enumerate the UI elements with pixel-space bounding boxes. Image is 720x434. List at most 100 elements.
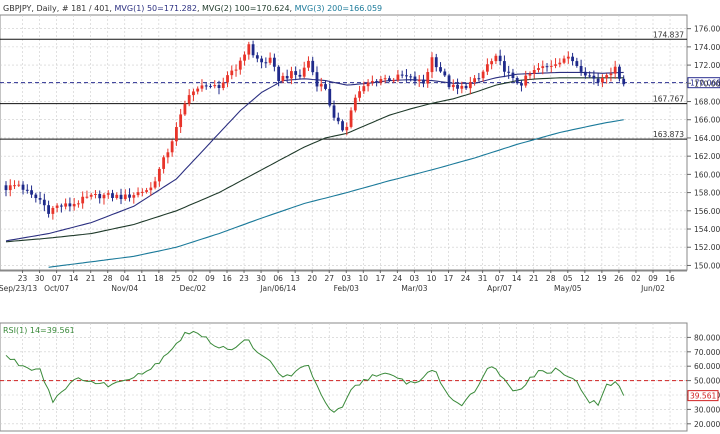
x-tick-label: 04 xyxy=(120,274,130,283)
candle-body xyxy=(153,181,157,188)
candle-body xyxy=(204,85,208,87)
x-tick-label: 30 xyxy=(256,274,266,283)
rsi-tick-label: 70.000 xyxy=(694,348,720,357)
candle-body xyxy=(481,71,485,79)
candle-body xyxy=(187,95,191,104)
candle-body xyxy=(243,54,246,61)
x-tick-label: 28 xyxy=(103,274,113,283)
candle-body xyxy=(507,71,511,73)
rsi-tick-label: 60.000 xyxy=(694,362,720,371)
candle-body xyxy=(575,61,579,66)
candle-body xyxy=(132,195,136,198)
candle-body xyxy=(375,81,379,83)
ma100-line xyxy=(5,77,624,243)
price-tick-label: 170.000 xyxy=(694,79,720,88)
candle-body xyxy=(68,203,72,207)
candle-body xyxy=(332,105,336,118)
rsi-panel: RSI(1) 14=39.561 80.000 70.000 60.000 50.00… xyxy=(0,322,720,432)
candle-body xyxy=(541,66,545,69)
candle-body xyxy=(566,56,570,59)
price-tick-label: 172.000 xyxy=(694,61,720,70)
candle-body xyxy=(379,79,383,83)
candle-body xyxy=(315,72,319,87)
x-tick-label: 13 xyxy=(290,274,300,283)
candle-body xyxy=(115,194,119,198)
rsi-line xyxy=(5,330,625,413)
x-tick-label: 17 xyxy=(376,274,386,283)
date-label: Apr/07 xyxy=(487,284,512,293)
x-tick-label: 24 xyxy=(393,274,403,283)
x-tick-label: 21 xyxy=(529,274,539,283)
candle-body xyxy=(85,196,89,198)
candle-body xyxy=(285,75,289,79)
candle-body xyxy=(51,207,55,214)
candle-body xyxy=(170,141,174,153)
x-tick-label: 17 xyxy=(444,274,454,283)
price-panel: 174.837 167.767 163.873 170.068 176.000 174.… xyxy=(0,14,720,293)
candle-body xyxy=(319,84,323,87)
level-label: 174.837 xyxy=(653,30,684,39)
candle-body xyxy=(175,127,178,142)
candle-body xyxy=(558,62,562,65)
candle-body xyxy=(430,57,434,73)
candle-body xyxy=(111,193,114,198)
candle-body xyxy=(588,75,592,77)
candle-body xyxy=(213,85,217,87)
level-label: 167.767 xyxy=(653,95,684,104)
candle-body xyxy=(272,57,276,67)
candle-body xyxy=(451,84,455,88)
ma200-line xyxy=(48,119,624,268)
candle-body xyxy=(413,76,417,82)
candle-body xyxy=(400,74,404,76)
x-tick-label: 18 xyxy=(154,274,164,283)
candle-body xyxy=(417,79,421,82)
candle-body xyxy=(579,65,583,72)
candle-body xyxy=(605,75,609,78)
candle-body xyxy=(596,78,600,83)
rsi-tick-label: 80.000 xyxy=(694,333,720,342)
candle-body xyxy=(396,74,400,81)
price-tick-label: 150.000 xyxy=(694,261,720,270)
candle-body xyxy=(345,126,349,131)
x-tick-label: 09 xyxy=(648,274,658,283)
candle-body xyxy=(571,56,574,62)
candle-body xyxy=(494,55,498,62)
candle-body xyxy=(473,78,476,83)
price-tick-label: 154.000 xyxy=(694,225,720,234)
candle-body xyxy=(498,55,502,62)
candle-body xyxy=(592,75,596,79)
candle-body xyxy=(264,62,268,64)
candle-body xyxy=(145,190,148,192)
x-tick-label: 09 xyxy=(205,274,215,283)
candle-body xyxy=(4,185,8,191)
candle-body xyxy=(234,69,238,71)
candle-body xyxy=(477,78,481,80)
candle-body xyxy=(89,194,93,197)
rsi-title: RSI(1) 14=39.561 xyxy=(3,326,75,335)
level-label: 163.873 xyxy=(653,130,684,139)
candle-body xyxy=(47,205,50,214)
date-label: Jun/02 xyxy=(640,284,665,293)
price-tick-label: 164.000 xyxy=(694,134,720,143)
candle-body xyxy=(192,91,195,96)
candle-body xyxy=(21,184,25,190)
candle-body xyxy=(119,194,123,200)
price-tick-label: 174.000 xyxy=(694,43,720,52)
price-tick-label: 168.000 xyxy=(694,98,720,107)
x-tick-label: 12 xyxy=(580,274,590,283)
x-tick-label: 30 xyxy=(35,274,45,283)
candle-body xyxy=(42,199,46,206)
x-tick-label: 20 xyxy=(307,274,317,283)
x-tick-label: 11 xyxy=(137,274,147,283)
candle-body xyxy=(64,203,68,207)
candle-body xyxy=(447,75,451,88)
rsi-tick-label: 50.000 xyxy=(694,377,720,386)
date-label: Sep/23/13 xyxy=(0,284,37,293)
date-label: May/05 xyxy=(554,284,582,293)
ma100-label: MVG(2) 100=170.624 xyxy=(202,4,290,13)
candle-body xyxy=(601,77,604,83)
candle-body xyxy=(298,74,302,77)
rsi-tick-label: 30.000 xyxy=(694,405,720,414)
x-tick-label: 28 xyxy=(546,274,556,283)
candle-body xyxy=(328,88,332,106)
